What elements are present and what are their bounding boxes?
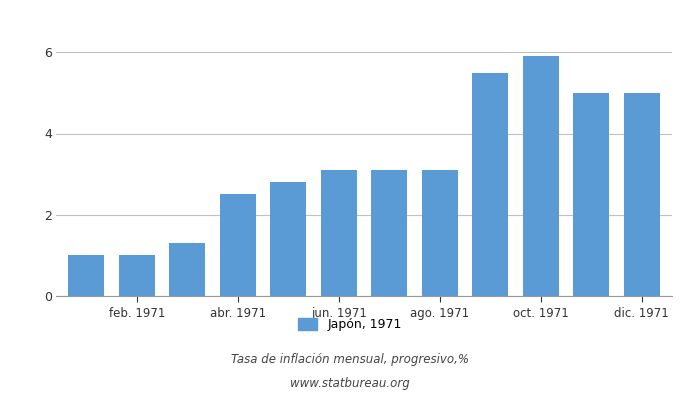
Bar	[573, 93, 610, 296]
Bar	[624, 93, 660, 296]
Bar	[68, 255, 104, 296]
Text: www.statbureau.org: www.statbureau.org	[290, 378, 410, 390]
Bar	[220, 194, 256, 296]
Bar	[321, 170, 357, 296]
Bar	[169, 243, 206, 296]
Bar	[270, 182, 307, 296]
Bar	[421, 170, 458, 296]
Legend: Japón, 1971: Japón, 1971	[298, 318, 402, 331]
Bar	[118, 255, 155, 296]
Bar	[472, 72, 508, 296]
Bar	[522, 56, 559, 296]
Text: Tasa de inflación mensual, progresivo,%: Tasa de inflación mensual, progresivo,%	[231, 354, 469, 366]
Bar	[371, 170, 407, 296]
